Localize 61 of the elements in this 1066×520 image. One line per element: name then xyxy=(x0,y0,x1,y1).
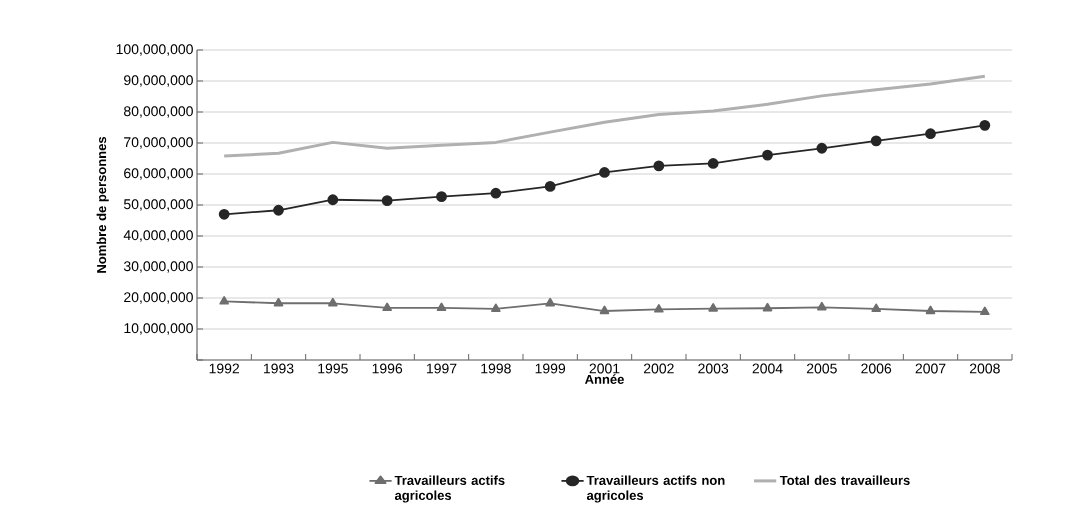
point xyxy=(436,302,447,312)
x-tick-label: 1993 xyxy=(264,363,294,374)
x-tick-label: 1998 xyxy=(481,363,511,374)
y-tick-label: 70,000,000 xyxy=(124,137,193,149)
x-tick-label: 1997 xyxy=(427,363,457,374)
x-axis-title: Année xyxy=(584,374,624,384)
point xyxy=(599,305,610,315)
y-tick-label: 80,000,000 xyxy=(124,106,193,118)
point xyxy=(219,296,229,305)
x-tick-label: 2001 xyxy=(589,363,620,374)
x-tick-label: 1996 xyxy=(372,363,403,374)
line-series xyxy=(222,74,987,158)
point xyxy=(491,303,501,312)
y-tick-label: 50,000,000 xyxy=(123,199,193,211)
y-tick-label: 40,000,000 xyxy=(123,230,193,242)
x-tick-label: 2005 xyxy=(806,363,837,374)
point xyxy=(707,158,719,169)
x-tick-label: 2007 xyxy=(915,363,946,374)
x-tick-label: 1992 xyxy=(209,363,240,374)
point xyxy=(273,297,284,307)
point xyxy=(382,302,392,312)
point xyxy=(762,149,773,161)
point xyxy=(979,119,991,131)
point xyxy=(328,297,338,307)
point xyxy=(925,305,936,315)
point xyxy=(599,167,610,178)
point xyxy=(653,160,665,172)
x-tick-label: 1995 xyxy=(318,363,348,374)
legend-label: Travailleurs actifs agricoles xyxy=(394,475,505,503)
point xyxy=(545,297,555,307)
y-tick-label: 60,000,000 xyxy=(124,168,193,180)
y-tick-label: 90,000,000 xyxy=(124,75,193,87)
x-tick-label: 2008 xyxy=(969,363,1000,374)
point xyxy=(273,204,284,216)
x-tick-label: 2003 xyxy=(698,363,729,374)
point xyxy=(327,194,339,206)
point xyxy=(925,128,936,140)
y-tick-label: 20,000,000 xyxy=(124,292,193,304)
y-tick-label: 10,000,000 xyxy=(124,323,193,335)
y-axis-title: Nombre de personnes xyxy=(96,136,109,273)
point xyxy=(654,304,664,313)
point xyxy=(871,303,881,312)
x-tick-label: 2002 xyxy=(643,363,674,374)
point xyxy=(762,302,773,312)
point xyxy=(708,303,718,312)
legend-label: Travailleurs actifs non agricoles xyxy=(586,475,725,503)
x-tick-label: 1999 xyxy=(535,363,566,374)
point xyxy=(544,181,556,192)
y-tick-label: 30,000,000 xyxy=(123,261,193,273)
point xyxy=(381,195,393,207)
point xyxy=(817,301,827,311)
point xyxy=(870,135,882,147)
y-tick-label: 100,000,000 xyxy=(116,44,193,56)
point xyxy=(816,142,828,154)
point xyxy=(490,187,502,199)
point xyxy=(218,208,230,220)
point xyxy=(980,306,990,316)
point xyxy=(436,191,447,203)
x-tick-label: 2006 xyxy=(861,363,892,374)
x-tick-label: 2004 xyxy=(752,363,783,374)
legend-label: Total des travailleurs xyxy=(779,475,910,485)
